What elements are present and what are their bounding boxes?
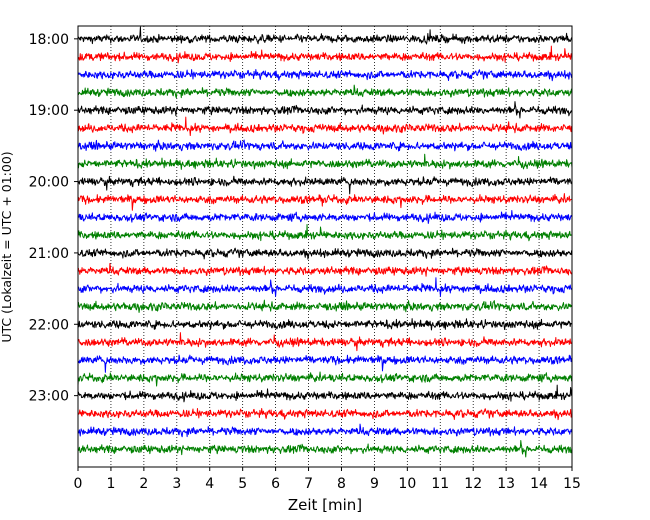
y-tick-label-2: 20:00 [29,175,69,191]
trace-row-14 [77,277,573,297]
x-tick-label-3: 3 [172,476,181,492]
trace-row-19 [77,371,573,387]
trace-row-13 [77,263,573,277]
trace-row-23 [77,440,573,458]
y-axis-label: UTC (Lokalzeit = UTC + 01:00) [0,151,14,342]
x-axis-label: Zeit [min] [288,496,362,514]
y-tick-label-3: 21:00 [29,246,69,262]
x-tick-label-6: 6 [271,476,280,492]
x-tick-label-10: 10 [398,476,416,492]
trace-row-9 [77,193,573,211]
x-axis-ticks: 0 1 2 3 4 5 6 7 8 9 10 11 12 13 14 15 [74,467,581,492]
trace-row-12 [77,247,573,260]
x-tick-label-8: 8 [337,476,346,492]
trace-row-6 [77,139,573,152]
trace-row-0 [77,26,573,45]
trace-row-18 [77,354,573,373]
trace-row-16 [77,318,573,331]
trace-row-10 [77,210,573,224]
y-axis-ticks: 18:00 19:00 20:00 21:00 22:00 23:00 [29,32,78,405]
trace-row-21 [77,408,573,421]
x-tick-label-11: 11 [431,476,449,492]
x-tick-label-5: 5 [238,476,247,492]
x-tick-label-13: 13 [497,476,515,492]
x-tick-label-12: 12 [464,476,482,492]
y-tick-label-0: 18:00 [29,32,69,48]
trace-row-1 [77,45,573,64]
trace-row-3 [77,84,573,99]
trace-rows [77,26,573,458]
trace-row-2 [77,69,573,82]
x-tick-label-14: 14 [530,476,548,492]
trace-row-20 [77,384,573,403]
y-tick-label-1: 19:00 [29,103,69,119]
plot-frame [77,25,573,468]
trace-row-22 [77,423,573,438]
trace-row-4 [77,101,573,119]
x-tick-label-9: 9 [370,476,379,492]
trace-row-8 [77,175,573,195]
y-tick-label-4: 22:00 [29,317,69,333]
trace-row-7 [77,153,573,170]
x-tick-label-0: 0 [74,476,83,492]
x-tick-label-4: 4 [205,476,214,492]
trace-row-15 [77,299,573,313]
trace-row-17 [77,332,573,352]
trace-row-5 [77,116,573,137]
x-tick-label-2: 2 [139,476,148,492]
plot-background [78,26,572,467]
x-tick-label-7: 7 [304,476,313,492]
trace-row-11 [77,224,573,242]
y-tick-label-5: 23:00 [29,389,69,405]
x-tick-label-15: 15 [563,476,581,492]
x-tick-label-1: 1 [106,476,115,492]
